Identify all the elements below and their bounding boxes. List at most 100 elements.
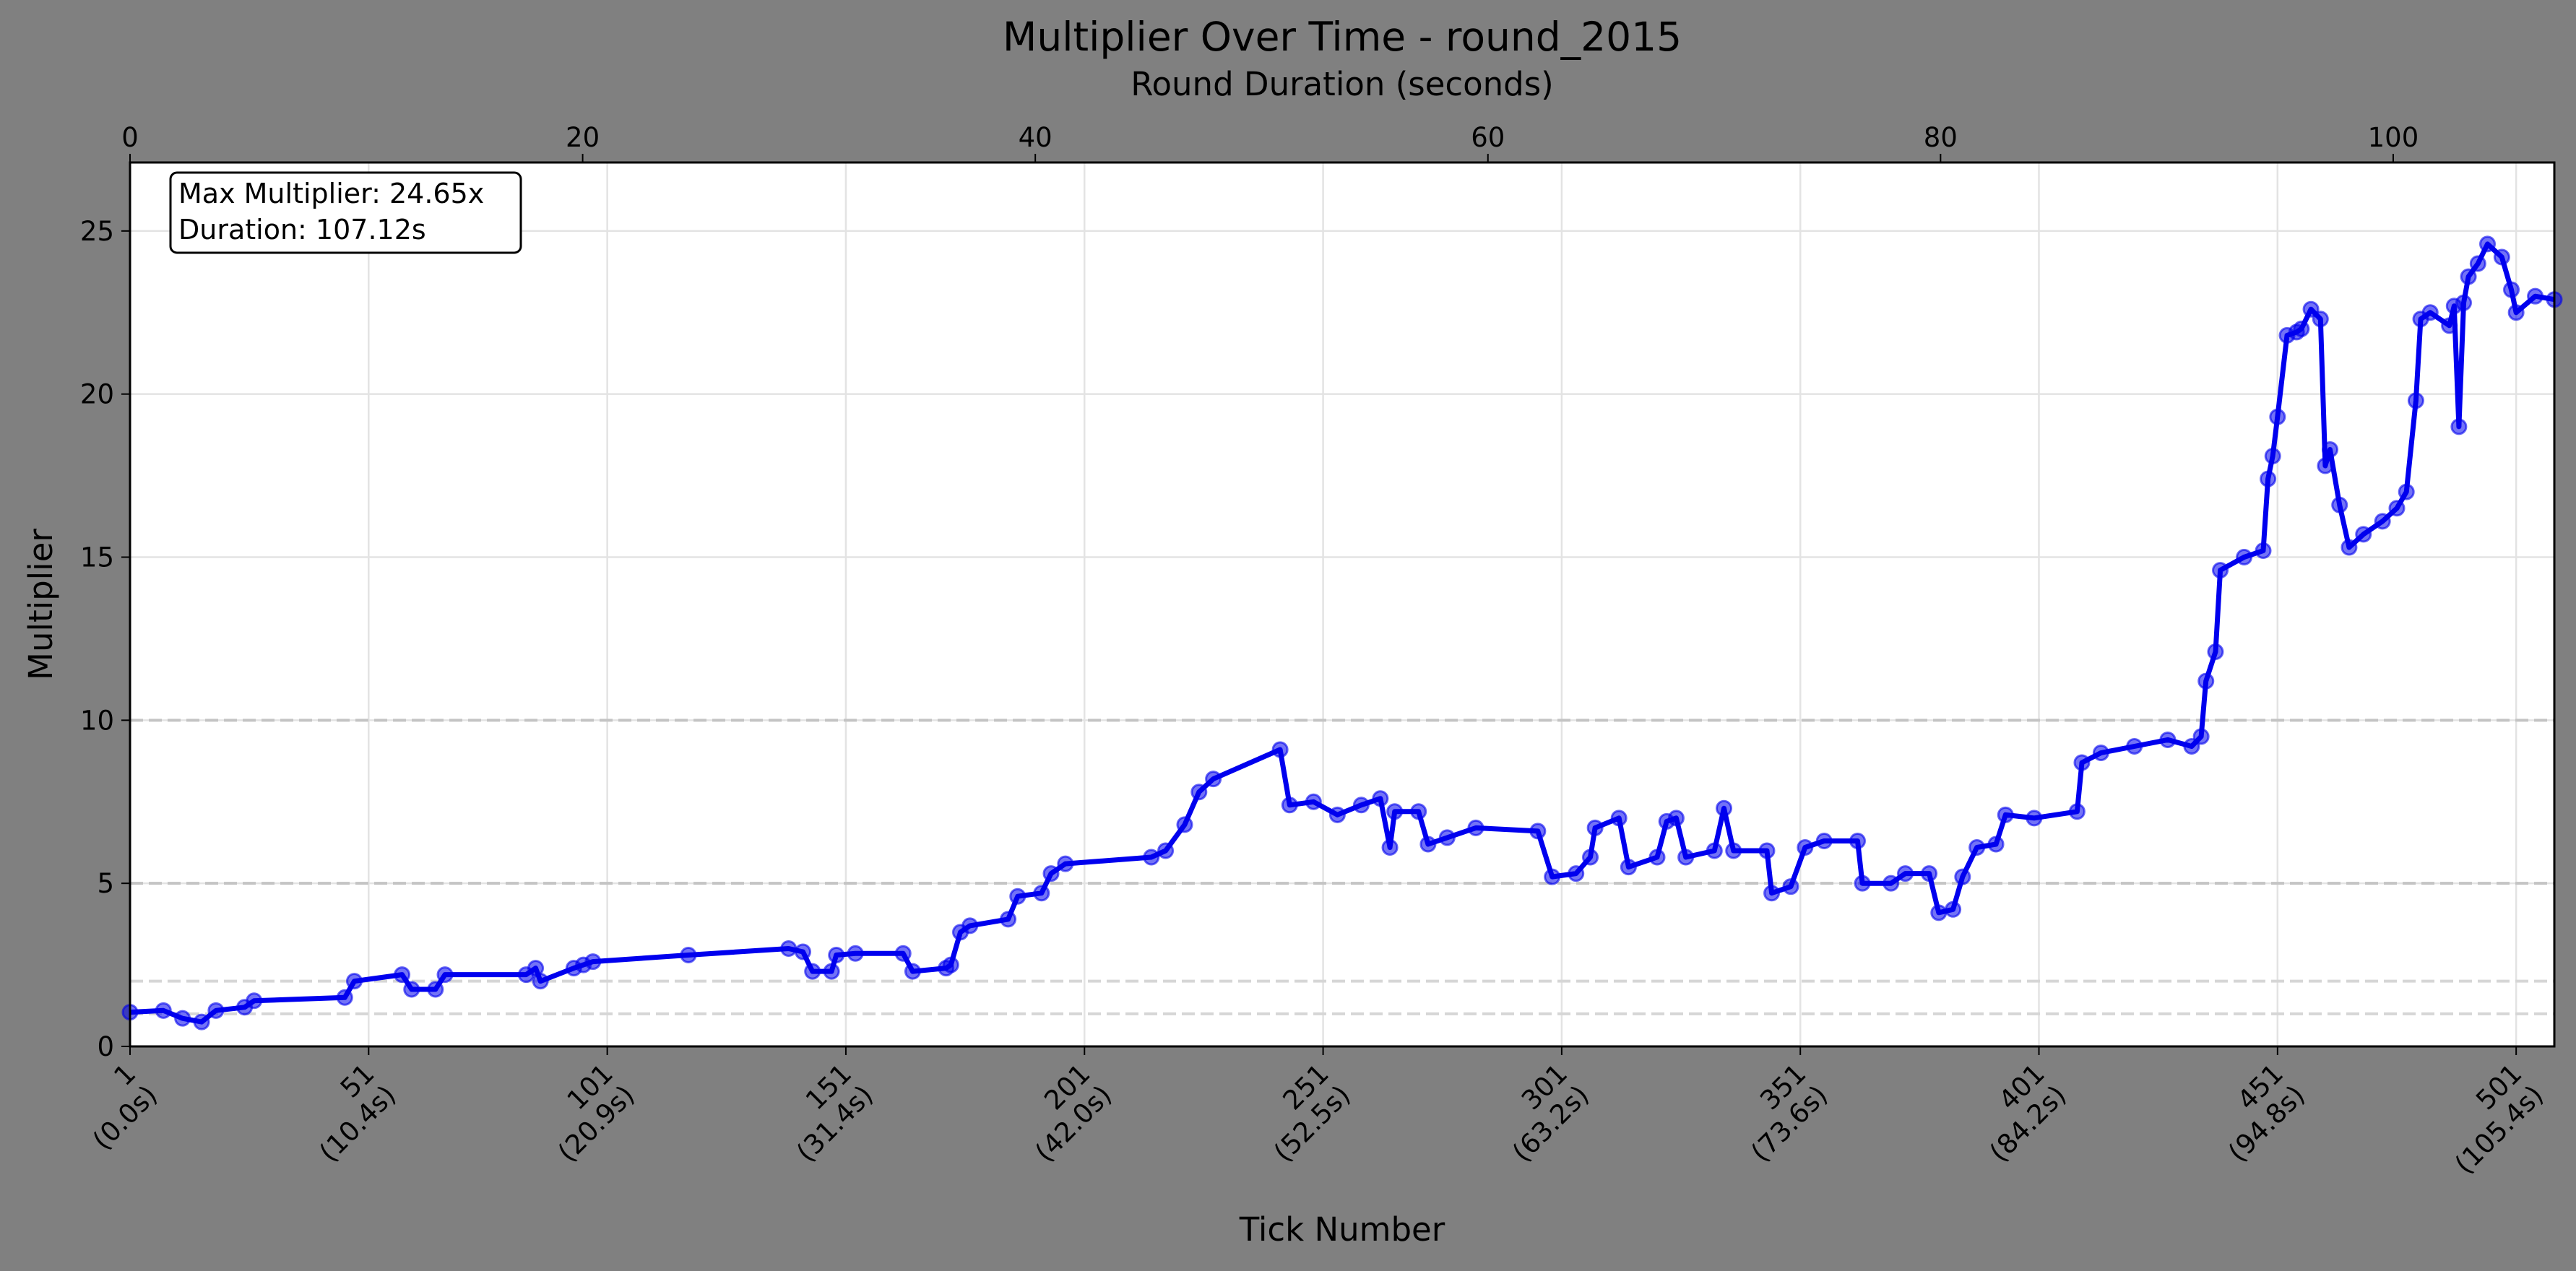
y-tick-label: 25: [80, 216, 114, 247]
point: [847, 945, 864, 962]
point: [804, 963, 821, 980]
annotation: Max Multiplier: 24.65x: [178, 178, 484, 209]
point: [2092, 745, 2109, 762]
point: [1648, 849, 1666, 866]
point: [1352, 797, 1370, 814]
point: [2460, 268, 2477, 285]
point: [2503, 281, 2520, 298]
point: [584, 953, 602, 971]
point: [780, 940, 798, 958]
point: [2236, 549, 2253, 566]
point: [2264, 447, 2281, 464]
point: [1157, 842, 1175, 859]
x2-tick-label: 0: [121, 122, 139, 153]
point: [1797, 838, 1814, 856]
point: [1849, 832, 1866, 849]
point: [1328, 806, 1346, 823]
point: [2469, 255, 2486, 272]
x2-tick-label: 60: [1471, 122, 1505, 153]
annotation-box: [169, 171, 522, 254]
point: [1725, 842, 1742, 859]
point: [193, 1013, 210, 1031]
point: [680, 947, 697, 964]
x2-tick-label: 80: [1924, 122, 1958, 153]
point: [794, 943, 811, 960]
point: [1190, 784, 1208, 801]
point: [1410, 803, 1427, 820]
point: [823, 963, 840, 980]
point: [2212, 562, 2229, 579]
point: [1033, 885, 1050, 902]
point: [1438, 829, 1456, 846]
point: [427, 981, 444, 998]
point: [1419, 836, 1437, 853]
point: [394, 966, 411, 984]
point: [1381, 838, 1399, 856]
x2-axis-label: Round Duration (seconds): [1131, 65, 1553, 103]
point: [904, 963, 921, 980]
point: [2527, 287, 2544, 305]
chart-title: Multiplier Over Time - round_2015: [1003, 14, 1682, 60]
point: [2068, 803, 2086, 820]
plot-area: [130, 162, 2554, 1046]
point: [1883, 875, 1900, 892]
point: [1987, 836, 2005, 853]
point: [532, 973, 549, 990]
point: [155, 1002, 172, 1019]
point: [2341, 539, 2358, 556]
point: [1930, 904, 1948, 921]
point: [1305, 793, 1322, 810]
point: [1042, 865, 1060, 882]
point: [1057, 855, 1074, 872]
point: [1716, 799, 1733, 817]
point: [174, 1010, 191, 1027]
point: [1620, 859, 1637, 876]
point: [2183, 737, 2200, 755]
point: [2455, 294, 2472, 311]
point: [961, 917, 979, 934]
point: [1271, 741, 1289, 758]
point: [1921, 865, 1938, 882]
point: [2441, 317, 2458, 334]
point: [403, 981, 420, 998]
y-tick-label: 10: [80, 705, 114, 736]
point: [1758, 842, 1776, 859]
point: [246, 992, 263, 1010]
point: [2159, 731, 2177, 748]
point: [2421, 304, 2439, 321]
point: [1897, 865, 1914, 882]
point: [2317, 457, 2334, 474]
y-tick-label: 0: [97, 1031, 114, 1062]
point: [2322, 441, 2339, 458]
point: [2479, 235, 2497, 253]
point: [1706, 842, 1723, 859]
point: [345, 973, 363, 990]
point: [1000, 911, 1017, 928]
y-tick-label: 15: [80, 542, 114, 573]
point: [1544, 868, 1561, 885]
point: [1968, 838, 1986, 856]
point: [1205, 771, 1222, 788]
point: [1954, 868, 1971, 885]
point: [1372, 790, 1389, 807]
point: [1667, 810, 1685, 827]
point: [1582, 849, 1599, 866]
point: [2374, 513, 2391, 530]
point: [2192, 728, 2210, 745]
point: [2073, 754, 2091, 771]
annotation: Duration: 107.12s: [178, 214, 426, 246]
point: [2126, 737, 2143, 755]
point: [2493, 248, 2510, 266]
point: [336, 989, 353, 1006]
point: [1529, 823, 1547, 840]
point: [2355, 526, 2372, 543]
point: [2269, 408, 2286, 425]
point: [2407, 392, 2424, 409]
point: [894, 945, 912, 962]
point: [1997, 806, 2014, 823]
point: [1610, 810, 1628, 827]
x-axis-label: Tick Number: [1239, 1210, 1445, 1249]
x2-tick-label: 40: [1019, 122, 1053, 153]
point: [2026, 810, 2043, 827]
